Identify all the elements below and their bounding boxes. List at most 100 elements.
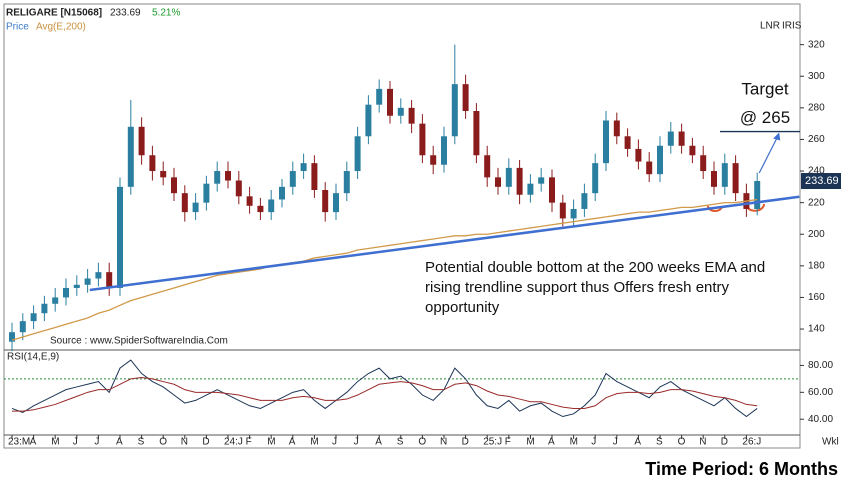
- y-tick-label: 80.00: [808, 360, 833, 371]
- y-tick-label: 140: [808, 324, 825, 335]
- candle-body: [592, 163, 599, 194]
- candle-body: [624, 136, 631, 149]
- x-tick-label: D: [202, 437, 209, 448]
- rsi-line: [11, 359, 758, 418]
- target-arrow: [758, 137, 778, 174]
- candle-body: [657, 145, 663, 175]
- candle-body: [387, 88, 393, 116]
- y-tick-label: 240: [808, 166, 825, 177]
- x-tick-label: 26:J: [742, 437, 761, 448]
- candle-body: [570, 208, 577, 219]
- x-tick-label: J: [73, 437, 78, 448]
- x-tick-label: 23:M: [8, 437, 30, 448]
- candle-body: [203, 183, 210, 203]
- candle-body: [322, 190, 329, 213]
- candle-body: [376, 88, 383, 105]
- x-tick-label: A: [289, 437, 296, 448]
- ema-line: [11, 198, 758, 341]
- x-tick-label: M: [51, 437, 59, 448]
- candle-body: [52, 297, 59, 304]
- candle-body: [516, 167, 523, 195]
- y-tick-label: 280: [808, 102, 825, 113]
- x-tick-label: A: [634, 437, 641, 448]
- x-tick-label: J: [591, 437, 596, 448]
- candle-body: [354, 136, 361, 172]
- x-tick-label: J: [613, 437, 618, 448]
- candle-body: [149, 155, 156, 172]
- candle-body: [732, 163, 739, 194]
- footer: Time Period: 6 Months: [645, 459, 838, 479]
- candle-body: [279, 186, 285, 200]
- candle-body: [268, 199, 275, 213]
- x-tick-label: S: [397, 437, 404, 448]
- candle-body: [581, 193, 588, 209]
- last-price-tag: 233.69: [805, 175, 839, 187]
- candle-body: [160, 171, 167, 178]
- candle-body: [19, 321, 26, 333]
- x-tick-label: A: [116, 437, 123, 448]
- candle-body: [300, 163, 307, 172]
- candle-body: [721, 163, 728, 187]
- x-tick-label: A: [375, 437, 382, 448]
- candle-body: [473, 111, 480, 156]
- candle-body: [246, 196, 253, 206]
- candle-body: [181, 193, 188, 213]
- y-tick-label: 60.00: [808, 387, 833, 398]
- target-label: @ 265: [740, 108, 790, 127]
- candle-body: [441, 136, 447, 165]
- x-tick-label: M: [526, 437, 534, 448]
- x-tick-label: D: [462, 437, 469, 448]
- price-legend: Price: [6, 22, 29, 33]
- x-tick-label: A: [30, 437, 37, 448]
- x-tick-label: N: [699, 437, 706, 448]
- candle-body: [289, 171, 296, 187]
- x-tick-label: O: [418, 437, 426, 448]
- candle-body: [73, 284, 80, 288]
- candle-body: [95, 272, 102, 279]
- candle-body: [9, 332, 15, 342]
- last-price-box: [801, 173, 841, 190]
- candle-body: [333, 193, 339, 213]
- candle-body: [711, 171, 717, 187]
- rsi-line: [12, 377, 758, 412]
- candle-body: [538, 177, 545, 184]
- x-tick-label: M: [267, 437, 275, 448]
- toolbar-iris[interactable]: IRIS: [782, 21, 802, 32]
- toolbar-lnr[interactable]: LNR: [760, 21, 780, 32]
- candle-body: [214, 171, 221, 184]
- candle-body: [700, 155, 707, 172]
- arrow-head: [773, 132, 781, 141]
- chart-title: RELIGARE [N15068]: [6, 8, 102, 19]
- last-price: 233.69: [110, 8, 141, 19]
- x-tick-label: M: [570, 437, 578, 448]
- candle-body: [635, 148, 642, 162]
- candle-body: [117, 186, 123, 288]
- candle-body: [41, 303, 48, 314]
- candle-body: [549, 177, 555, 203]
- x-tick-label: J: [332, 437, 337, 448]
- y-tick-label: 220: [808, 197, 825, 208]
- candle-body: [462, 84, 469, 111]
- candle-body: [408, 107, 415, 124]
- x-tick-label: D: [721, 437, 728, 448]
- candle-body: [667, 131, 674, 146]
- y-tick-label: 180: [808, 260, 825, 271]
- target-title: Target: [741, 79, 789, 98]
- ema-legend: Avg(E,200): [36, 22, 86, 33]
- candle-body: [343, 171, 350, 194]
- candle-body: [646, 161, 653, 175]
- y-tick-label: 40.00: [808, 414, 833, 425]
- y-tick-label: 260: [808, 134, 825, 145]
- candle-body: [678, 131, 685, 146]
- periodicity: Wkl: [822, 437, 839, 448]
- y-tick-label: 160: [808, 292, 825, 303]
- candle-body: [495, 177, 501, 187]
- candle-body: [257, 205, 264, 213]
- x-tick-label: M: [310, 437, 318, 448]
- candle-body: [451, 84, 458, 137]
- x-tick-label: 24:J: [224, 437, 243, 448]
- trendline: [89, 195, 800, 292]
- x-tick-label: 25:J: [483, 437, 502, 448]
- y-tick-label: 300: [808, 71, 825, 82]
